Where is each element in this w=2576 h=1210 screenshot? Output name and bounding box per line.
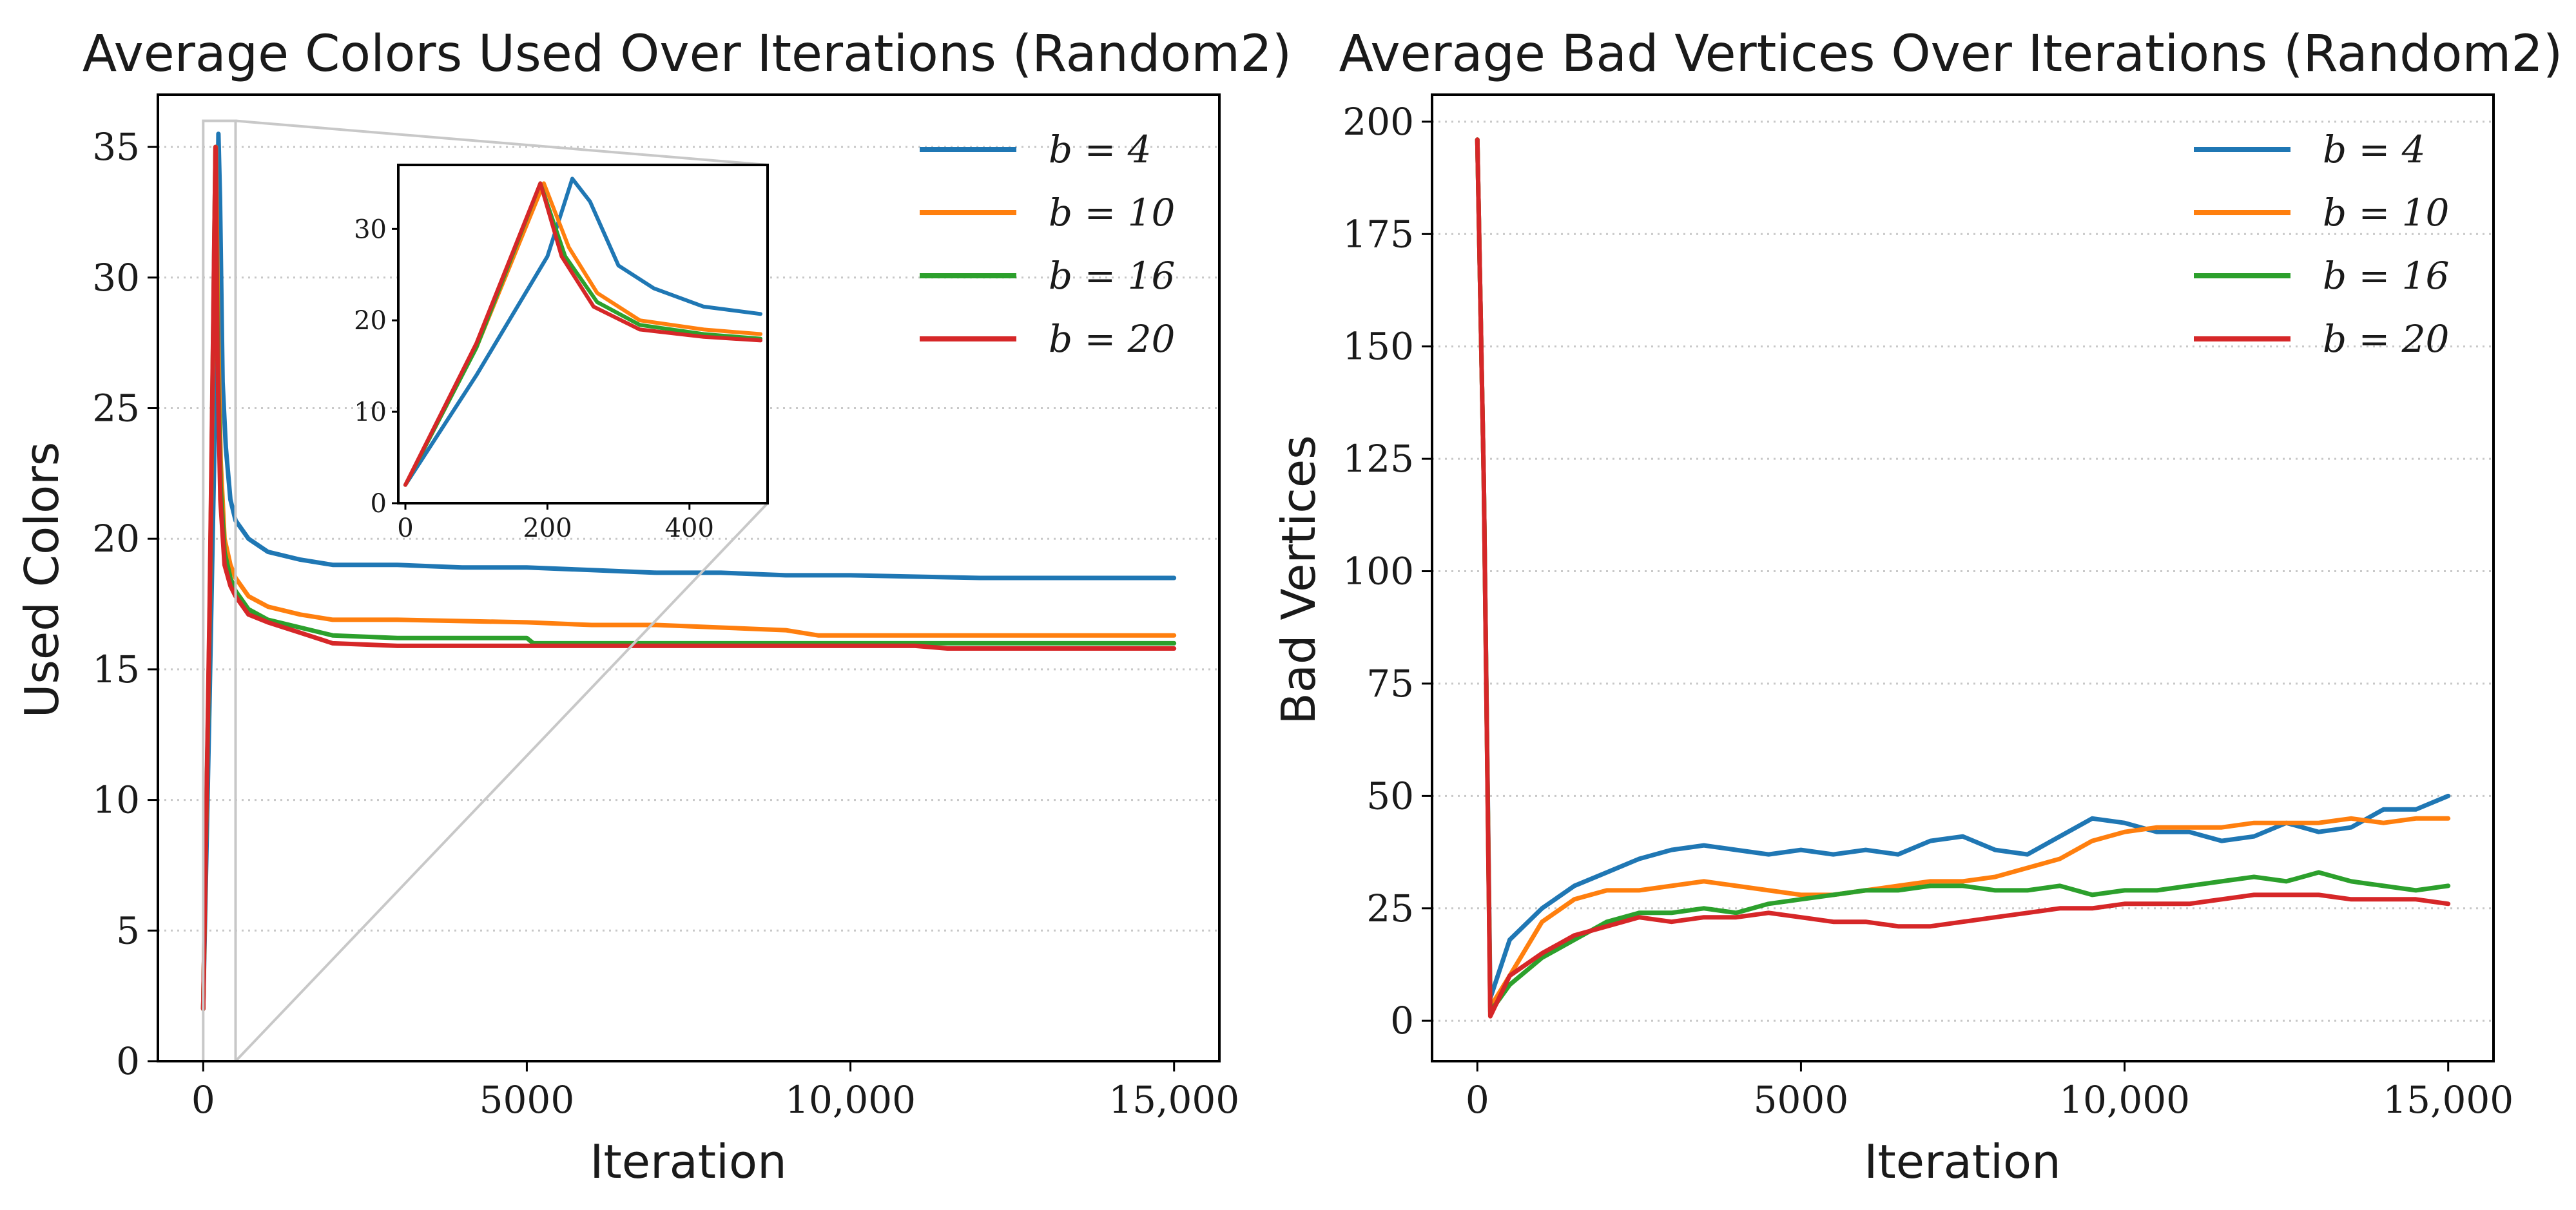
inset-x-tick-label: 400 [665, 514, 714, 543]
inset-frame [397, 164, 769, 504]
right-x-axis-label: Iteration [1864, 1135, 2060, 1189]
chart-right: Average Bad Vertices Over Iterations (Ra… [1272, 25, 2562, 1189]
inset-x-tick-label: 200 [523, 514, 572, 543]
series-line [200, 131, 1177, 1012]
right-x-axis-ticks: 0 5000 10,000 15,000 [1466, 1061, 2513, 1122]
legend-label: b = 10 [2323, 191, 2449, 235]
left-series [200, 131, 1177, 1012]
left-plot-frame [157, 93, 1221, 1062]
y-tick-label: 30 [92, 256, 140, 300]
y-tick-label: 25 [1366, 887, 1414, 930]
y-tick-label: 5 [116, 908, 140, 952]
y-tick-label: 50 [1366, 774, 1414, 818]
left-inset: 0 200 400 0 10 20 30 [354, 164, 769, 543]
y-tick-label: 15 [92, 648, 140, 691]
y-tick-label: 20 [92, 517, 140, 561]
legend-label: b = 16 [2323, 254, 2449, 298]
x-tick-label: 5000 [479, 1078, 575, 1122]
x-tick-label: 10,000 [2059, 1078, 2190, 1122]
right-gridlines [1432, 120, 2494, 1022]
inset-y-axis-ticks: 0 10 20 30 [354, 215, 398, 519]
right-legend: b = 4 b = 10 b = 16 b = 20 [2194, 128, 2449, 361]
x-tick-label: 10,000 [785, 1078, 916, 1122]
inset-y-tick-label: 10 [354, 398, 387, 427]
inset-x-tick-label: 0 [397, 514, 413, 543]
inset-y-tick-label: 30 [354, 215, 387, 244]
inset-series-line [403, 181, 762, 487]
y-tick-label: 125 [1342, 437, 1414, 481]
legend-label: b = 4 [1049, 128, 1152, 171]
legend-label: b = 4 [2323, 128, 2426, 171]
y-tick-label: 0 [1390, 999, 1414, 1042]
inset-series-line [403, 177, 762, 487]
y-tick-label: 200 [1342, 100, 1414, 144]
zoom-connector [235, 502, 769, 1062]
series-line [200, 144, 1177, 1012]
chart-left: Average Colors Used Over Iterations (Ran… [15, 25, 1292, 1189]
y-tick-label: 35 [92, 125, 140, 169]
legend-label: b = 16 [1049, 254, 1175, 298]
right-series [1475, 137, 2451, 1019]
y-tick-label: 100 [1342, 550, 1414, 593]
inset-series [403, 177, 762, 487]
left-x-axis-label: Iteration [590, 1135, 786, 1189]
right-y-axis-ticks: 0 25 50 75 100 125 150 175 200 [1342, 100, 1432, 1042]
left-y-axis-ticks: 0 5 10 15 20 25 30 35 [92, 125, 158, 1083]
y-tick-label: 0 [116, 1039, 140, 1083]
right-plot-frame [1431, 93, 2495, 1062]
inset-y-tick-label: 0 [371, 489, 387, 519]
series-line [1475, 137, 2451, 1010]
left-y-axis-label: Used Colors [15, 442, 69, 718]
left-x-axis-ticks: 0 5000 10,000 15,000 [191, 1061, 1239, 1122]
y-tick-label: 25 [92, 386, 140, 430]
left-title: Average Colors Used Over Iterations (Ran… [82, 25, 1292, 83]
inset-x-axis-ticks: 0 200 400 [397, 503, 714, 543]
x-tick-label: 15,000 [2383, 1078, 2513, 1122]
y-tick-label: 150 [1342, 325, 1414, 369]
right-title: Average Bad Vertices Over Iterations (Ra… [1339, 25, 2563, 83]
x-tick-label: 5000 [1754, 1078, 1849, 1122]
y-tick-label: 10 [92, 778, 140, 822]
legend-label: b = 20 [1049, 317, 1175, 361]
y-tick-label: 75 [1366, 662, 1414, 706]
x-tick-label: 0 [1466, 1078, 1489, 1122]
x-tick-label: 0 [191, 1078, 215, 1122]
series-line [1475, 137, 2451, 1019]
legend-label: b = 10 [1049, 191, 1175, 235]
y-tick-label: 175 [1342, 212, 1414, 256]
x-tick-label: 15,000 [1109, 1078, 1239, 1122]
right-y-axis-label: Bad Vertices [1272, 435, 1326, 724]
legend-label: b = 20 [2323, 317, 2449, 361]
zoom-connector [235, 119, 768, 166]
inset-y-tick-label: 20 [354, 306, 387, 336]
left-legend: b = 4 b = 10 b = 16 b = 20 [920, 128, 1175, 361]
series-line [1475, 137, 2451, 1001]
